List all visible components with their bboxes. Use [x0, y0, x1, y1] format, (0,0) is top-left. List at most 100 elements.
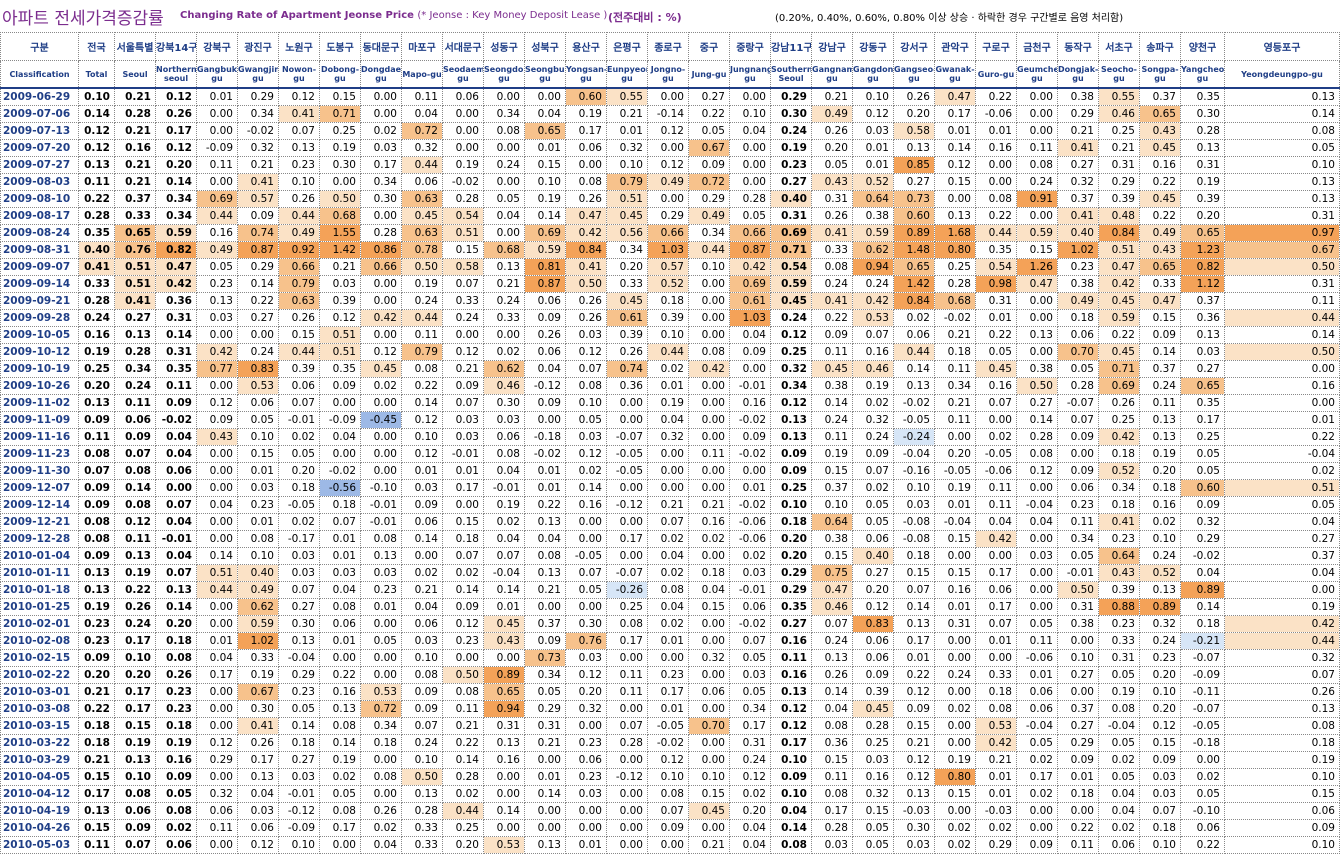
- rate-cell: 0.28: [78, 292, 115, 310]
- rate-cell: 0.12: [565, 343, 607, 361]
- rate-cell: 0.19: [114, 564, 156, 582]
- rate-cell: 0.15: [114, 717, 156, 735]
- rate-cell: -0.01: [1057, 564, 1099, 582]
- rate-cell: 0.89: [483, 666, 525, 684]
- rate-cell: 0.03: [565, 785, 607, 803]
- rate-cell: 0.08: [524, 547, 566, 565]
- rate-cell: 0.05: [852, 513, 894, 531]
- col-header-ko-26: 서초구: [1098, 32, 1140, 61]
- rate-cell: 0.18: [319, 496, 361, 514]
- rate-cell: 0.09: [401, 496, 443, 514]
- rate-cell: 0.14: [442, 751, 484, 769]
- rate-cell: 0.29: [770, 87, 812, 106]
- rate-cell: 0.20: [155, 615, 197, 633]
- rate-cell: 0.00: [360, 615, 402, 633]
- rate-cell: 0.58: [893, 122, 935, 140]
- rate-cell: 0.00: [606, 785, 648, 803]
- rate-cell: 0.38: [852, 207, 894, 225]
- rate-cell: 0.00: [442, 326, 484, 344]
- row-date: 2009-11-02: [0, 394, 79, 412]
- rate-cell: 0.28: [360, 224, 402, 242]
- rate-cell: 0.11: [196, 819, 238, 837]
- rate-cell: -0.10: [360, 479, 402, 497]
- row-date: 2010-03-22: [0, 734, 79, 752]
- rate-cell: 0.05: [237, 411, 279, 429]
- rate-cell: 0.10: [78, 87, 115, 106]
- col-header-ko-6: 노원구: [278, 32, 320, 61]
- rate-cell: 0.14: [78, 105, 115, 123]
- rate-cell: 0.05: [1180, 785, 1225, 803]
- rate-cell: 0.03: [893, 836, 935, 854]
- rate-cell: 0.17: [155, 122, 197, 140]
- row-date: 2009-11-09: [0, 411, 79, 429]
- row-date: 2010-03-15: [0, 717, 79, 735]
- rate-cell: 0.13: [1139, 411, 1181, 429]
- rate-cell: 0.00: [483, 224, 525, 242]
- rate-cell: 0.04: [1098, 802, 1140, 820]
- rate-cell: 0.64: [1098, 547, 1140, 565]
- rate-cell: 0.09: [1139, 326, 1181, 344]
- rate-cell: 0.22: [893, 666, 935, 684]
- rate-cell: -0.01: [278, 785, 320, 803]
- table-row: 2009-09-21 0.28 0.41 0.36 0.13 0.22 0.63 0.39 0.…: [0, 292, 1340, 310]
- rate-cell: 0.00: [934, 649, 976, 667]
- rate-cell: 0.18: [278, 734, 320, 752]
- rate-cell: 0.37: [811, 479, 853, 497]
- rate-cell: 0.11: [975, 496, 1017, 514]
- rate-cell: 0.02: [1098, 819, 1140, 837]
- rate-cell: 0.13: [1180, 139, 1225, 157]
- rate-cell: 0.24: [811, 632, 853, 650]
- rate-cell: 0.41: [811, 224, 853, 242]
- rate-cell: -0.45: [360, 411, 402, 429]
- rate-cell: 0.13: [196, 292, 238, 310]
- rate-cell: 0.07: [483, 547, 525, 565]
- rate-cell: 0.04: [975, 513, 1017, 531]
- rate-cell: 0.00: [934, 428, 976, 446]
- rate-cell: 0.26: [565, 190, 607, 208]
- rate-cell: 0.17: [729, 717, 771, 735]
- rate-cell: -0.05: [975, 445, 1017, 463]
- rate-cell: 0.29: [1057, 734, 1099, 752]
- rate-cell: 0.00: [360, 445, 402, 463]
- rate-cell: 0.32: [770, 360, 812, 378]
- rate-cell: 0.24: [934, 666, 976, 684]
- rate-cell: 0.12: [78, 139, 115, 157]
- table-row: 2010-04-05 0.15 0.10 0.09 0.00 0.13 0.03 0.02 0.…: [0, 768, 1340, 786]
- rate-cell: 0.11: [606, 683, 648, 701]
- rate-cell: 0.32: [401, 139, 443, 157]
- rate-cell: 0.02: [442, 564, 484, 582]
- rate-cell: 0.12: [360, 343, 402, 361]
- rate-cell: 0.09: [524, 394, 566, 412]
- rate-cell: 0.10: [1224, 836, 1340, 854]
- title-english: Changing Rate of Apartment Jeonse Price …: [180, 10, 607, 21]
- rate-cell: 0.48: [1098, 207, 1140, 225]
- rate-cell: 0.04: [647, 411, 689, 429]
- rate-cell: 0.60: [893, 207, 935, 225]
- rate-cell: 0.31: [1098, 649, 1140, 667]
- rate-cell: 0.16: [770, 666, 812, 684]
- rate-cell: 0.34: [770, 377, 812, 395]
- rate-cell: 0.15: [934, 785, 976, 803]
- rate-cell: 0.15: [78, 819, 115, 837]
- rate-cell: 0.15: [688, 598, 730, 616]
- rate-cell: 0.08: [78, 445, 115, 463]
- rate-cell: 0.20: [78, 666, 115, 684]
- rate-cell: -0.01: [360, 496, 402, 514]
- rate-cell: 0.03: [237, 479, 279, 497]
- rate-cell: 0.79: [278, 275, 320, 293]
- rate-cell: 0.50: [565, 275, 607, 293]
- rate-cell: 0.51: [319, 343, 361, 361]
- rate-cell: 0.17: [1180, 411, 1225, 429]
- rate-cell: 0.44: [647, 343, 689, 361]
- rate-cell: 0.12: [442, 615, 484, 633]
- rate-cell: 0.07: [647, 513, 689, 531]
- rate-cell: 0.24: [1139, 377, 1181, 395]
- rate-cell: 0.55: [606, 87, 648, 106]
- row-date: 2009-12-07: [0, 479, 79, 497]
- rate-cell: 0.25: [770, 343, 812, 361]
- rate-cell: 0.08: [114, 462, 156, 480]
- rate-cell: 0.00: [606, 649, 648, 667]
- rate-cell: 0.00: [483, 819, 525, 837]
- row-date: 2009-09-21: [0, 292, 79, 310]
